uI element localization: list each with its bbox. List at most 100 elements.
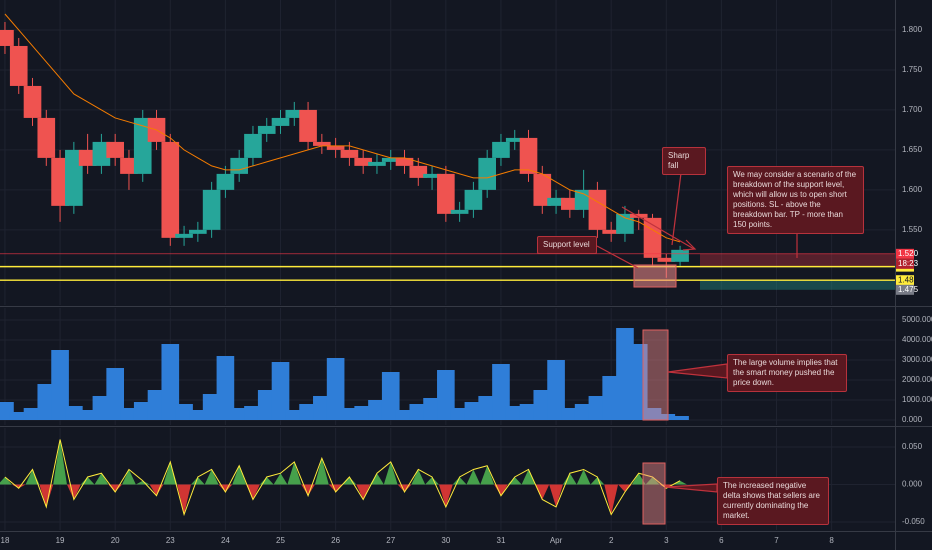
candle-body bbox=[340, 149, 359, 158]
delta-area bbox=[0, 476, 12, 485]
volume-bar bbox=[409, 404, 428, 420]
candle-body bbox=[381, 157, 400, 162]
candle-body bbox=[189, 229, 207, 234]
x-tick-label: 24 bbox=[221, 536, 230, 545]
delta-area bbox=[301, 484, 315, 496]
candle-body bbox=[326, 145, 345, 150]
volume-bar bbox=[9, 412, 28, 420]
candle-body bbox=[51, 157, 69, 206]
stop-loss-zone bbox=[700, 253, 895, 267]
volume-bar bbox=[230, 408, 248, 420]
y-tick-label: 1.800 bbox=[902, 25, 923, 34]
candle-body bbox=[643, 217, 662, 258]
delta-area bbox=[356, 484, 371, 500]
delta-area bbox=[604, 484, 619, 515]
candle-body bbox=[450, 209, 469, 214]
volume-bar bbox=[354, 406, 372, 420]
y-tick-label: 1.750 bbox=[902, 65, 923, 74]
volume-bar bbox=[450, 408, 469, 420]
delta-area bbox=[370, 473, 384, 485]
volume-bar bbox=[616, 328, 634, 420]
delta-area bbox=[328, 484, 343, 492]
candle-body bbox=[657, 257, 676, 262]
candle-body bbox=[574, 189, 593, 210]
volume-bar bbox=[326, 358, 345, 420]
candle-body bbox=[120, 157, 138, 174]
candle-body bbox=[671, 249, 689, 262]
delta-area bbox=[411, 469, 426, 485]
x-tick-label: Apr bbox=[550, 536, 563, 545]
volume-bar bbox=[161, 344, 180, 420]
candle-body bbox=[106, 141, 124, 158]
support-highlight bbox=[633, 264, 677, 288]
candle-body bbox=[9, 45, 28, 86]
delta-area bbox=[204, 469, 219, 485]
delta-area bbox=[25, 469, 40, 485]
delta-area bbox=[66, 484, 81, 500]
delta-highlight bbox=[642, 462, 666, 525]
delta-area bbox=[232, 465, 247, 485]
delta-area bbox=[562, 473, 577, 485]
delta-area bbox=[383, 461, 398, 485]
candle-body bbox=[492, 141, 510, 158]
price-label: 1.487 bbox=[898, 275, 919, 284]
x-tick-label: 26 bbox=[331, 536, 340, 545]
volume-bar bbox=[285, 410, 304, 420]
price-label: 1.520 bbox=[898, 249, 919, 258]
candle-body bbox=[519, 137, 538, 174]
delta-area bbox=[135, 480, 150, 485]
candle-body bbox=[78, 149, 97, 166]
delta-area bbox=[39, 484, 54, 507]
y-tick-label: 1.600 bbox=[902, 185, 923, 194]
annotation: We may consider a scenario of the breakd… bbox=[727, 166, 864, 234]
volume-bar bbox=[547, 360, 565, 420]
volume-bar bbox=[271, 362, 290, 420]
delta-area bbox=[94, 473, 109, 485]
x-tick-label: 25 bbox=[276, 536, 285, 545]
candle-body bbox=[161, 141, 180, 238]
volume-bar bbox=[533, 390, 552, 420]
volume-bar bbox=[464, 402, 483, 420]
candle-body bbox=[423, 173, 441, 178]
delta-area bbox=[645, 476, 660, 485]
candle-body bbox=[0, 29, 14, 46]
volume-bar bbox=[423, 398, 441, 420]
volume-bar bbox=[65, 406, 83, 420]
y-tick-label: 1.550 bbox=[902, 225, 923, 234]
price-label-bg bbox=[896, 248, 914, 259]
annotation-arrows bbox=[596, 164, 798, 493]
candle-body bbox=[92, 141, 111, 166]
x-tick-label: 3 bbox=[664, 536, 669, 545]
volume-bar bbox=[368, 400, 386, 420]
candle-body bbox=[409, 165, 428, 178]
x-tick-label: 8 bbox=[829, 536, 834, 545]
candle-body bbox=[133, 117, 152, 174]
y-tick-label: 3000.000 bbox=[902, 355, 932, 364]
delta-area bbox=[190, 476, 205, 485]
delta-area bbox=[466, 469, 481, 485]
volume-bar bbox=[106, 368, 124, 420]
candle-body bbox=[257, 125, 276, 134]
x-tick-label: 23 bbox=[166, 536, 175, 545]
volume-bar bbox=[588, 396, 607, 420]
delta-area bbox=[590, 476, 605, 485]
candle-body bbox=[588, 189, 607, 230]
countdown: 18:23 bbox=[898, 259, 919, 268]
volume-bar bbox=[478, 396, 496, 420]
candle-body bbox=[602, 229, 620, 234]
price-label-bg bbox=[896, 284, 914, 295]
candle-body bbox=[313, 141, 331, 146]
candle-body bbox=[437, 173, 455, 214]
volume-bar bbox=[602, 376, 620, 420]
moving-average bbox=[4, 13, 681, 243]
volume-bar bbox=[313, 396, 331, 420]
y-tick-label: 1.650 bbox=[902, 145, 923, 154]
x-tick-label: 18 bbox=[1, 536, 10, 545]
y-tick-label: 0.050 bbox=[902, 442, 923, 451]
x-tick-label: 27 bbox=[386, 536, 395, 545]
volume-bar bbox=[202, 394, 221, 420]
delta-area bbox=[163, 461, 178, 485]
annotation: The large volume implies that the smart … bbox=[727, 354, 847, 392]
